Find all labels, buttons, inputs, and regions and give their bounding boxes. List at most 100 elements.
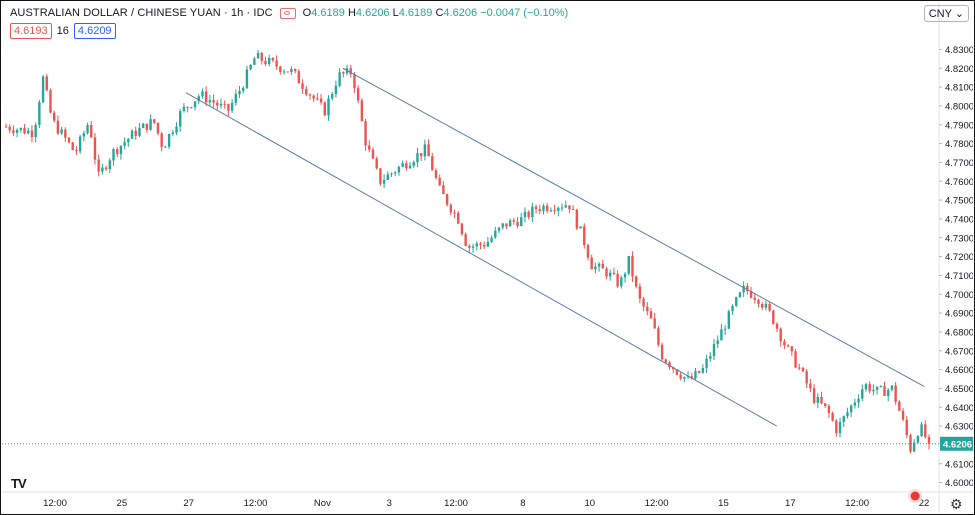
currency-button[interactable]: CNY ⌄ xyxy=(923,5,969,22)
candle-body xyxy=(75,149,78,152)
y-tick-label: 4.6000 xyxy=(945,478,973,489)
gear-icon[interactable]: ⚙ xyxy=(950,496,963,512)
candle-body xyxy=(894,385,897,402)
candle-body xyxy=(290,68,293,73)
candle-body xyxy=(349,68,352,75)
bid-price[interactable]: 4.6193 xyxy=(10,23,52,39)
candle-body xyxy=(590,257,593,270)
candle-body xyxy=(375,158,378,169)
candle-body xyxy=(171,132,175,134)
candle-body xyxy=(542,205,545,211)
candle-body xyxy=(264,60,267,65)
y-tick-label: 4.7800 xyxy=(945,139,973,150)
candle-body xyxy=(720,329,723,341)
candle-body xyxy=(434,170,438,178)
candle-body xyxy=(93,137,97,160)
candle-body xyxy=(664,359,668,363)
y-tick-label: 4.6100 xyxy=(945,459,973,470)
candle-body xyxy=(505,223,508,227)
candle-body xyxy=(397,166,401,173)
candle-body xyxy=(52,112,56,121)
last-price-tag xyxy=(940,436,973,451)
candle-body xyxy=(119,145,123,155)
channel-lower-line xyxy=(185,92,777,427)
candle-body xyxy=(34,124,37,138)
candle-body xyxy=(512,220,516,222)
candle-body xyxy=(208,100,212,103)
candle-body xyxy=(901,410,905,420)
candle-body xyxy=(457,212,460,224)
candle-body xyxy=(97,159,100,172)
candle-body xyxy=(597,263,601,267)
candle-body xyxy=(394,172,397,174)
candle-body xyxy=(145,123,149,130)
candle-body xyxy=(271,58,275,61)
candle-body xyxy=(905,419,908,436)
candle-body xyxy=(479,243,482,245)
candle-body xyxy=(494,230,497,238)
candle-body xyxy=(112,149,115,161)
candle-body xyxy=(887,389,890,396)
ohlc-values: O4.6189 H4.6206 L4.6189 C4.6206 −0.0047 … xyxy=(302,7,569,19)
y-tick-label: 4.8100 xyxy=(945,83,973,94)
candle-body xyxy=(197,96,200,102)
spread-value: 16 xyxy=(56,25,69,37)
candle-body xyxy=(405,163,408,169)
candle-body xyxy=(364,121,367,146)
candle-body xyxy=(167,133,171,147)
visibility-eye-icon[interactable] xyxy=(279,7,296,19)
candle-body xyxy=(872,389,875,392)
candle-body xyxy=(164,146,167,148)
chart-header: AUSTRALIAN DOLLAR / CHINESE YUAN · 1h · … xyxy=(10,7,568,19)
candle-body xyxy=(545,205,549,211)
candle-body xyxy=(898,401,901,411)
candle-body xyxy=(723,328,727,330)
symbol-title[interactable]: AUSTRALIAN DOLLAR / CHINESE YUAN · 1h · … xyxy=(10,7,273,19)
open-value: 4.6189 xyxy=(311,7,345,19)
y-tick-label: 4.7600 xyxy=(945,177,973,188)
candle-body xyxy=(749,290,753,298)
candle-body xyxy=(212,100,215,103)
candle-body xyxy=(286,71,289,73)
candle-body xyxy=(875,386,879,390)
candle-body xyxy=(508,220,512,227)
candle-body xyxy=(245,69,249,89)
candle-body xyxy=(820,396,823,404)
candle-body xyxy=(605,268,608,277)
candle-body xyxy=(334,85,338,95)
candle-body xyxy=(382,179,386,184)
candle-body xyxy=(219,103,223,106)
candle-body xyxy=(179,111,182,127)
candle-body xyxy=(686,376,690,378)
candle-body xyxy=(141,123,145,128)
candle-body xyxy=(242,88,245,91)
candle-body xyxy=(627,256,630,274)
candle-body xyxy=(408,165,412,169)
candle-body xyxy=(842,416,845,423)
candle-body xyxy=(460,223,464,235)
y-tick-label: 4.8000 xyxy=(945,101,973,112)
replay-dot-icon xyxy=(910,491,920,501)
candle-body xyxy=(705,358,708,368)
candle-body xyxy=(279,66,282,72)
candle-body xyxy=(438,177,441,186)
candle-body xyxy=(353,74,356,89)
candle-body xyxy=(64,129,67,138)
x-tick-label: 12:00 xyxy=(845,498,869,509)
candle-body xyxy=(78,136,82,152)
candle-body xyxy=(609,272,612,277)
candle-body xyxy=(549,210,553,212)
ask-price[interactable]: 4.6209 xyxy=(73,23,116,39)
candle-body xyxy=(319,98,323,103)
candle-body xyxy=(838,422,842,434)
candle-body xyxy=(757,299,760,304)
candle-body xyxy=(564,205,567,208)
candle-body xyxy=(738,292,742,298)
candle-body xyxy=(490,237,493,242)
candle-body xyxy=(82,133,86,137)
candle-body xyxy=(423,144,427,157)
tradingview-logo-icon[interactable]: TV xyxy=(11,476,27,491)
candle-body xyxy=(675,369,679,375)
y-tick-label: 4.6300 xyxy=(945,422,973,433)
